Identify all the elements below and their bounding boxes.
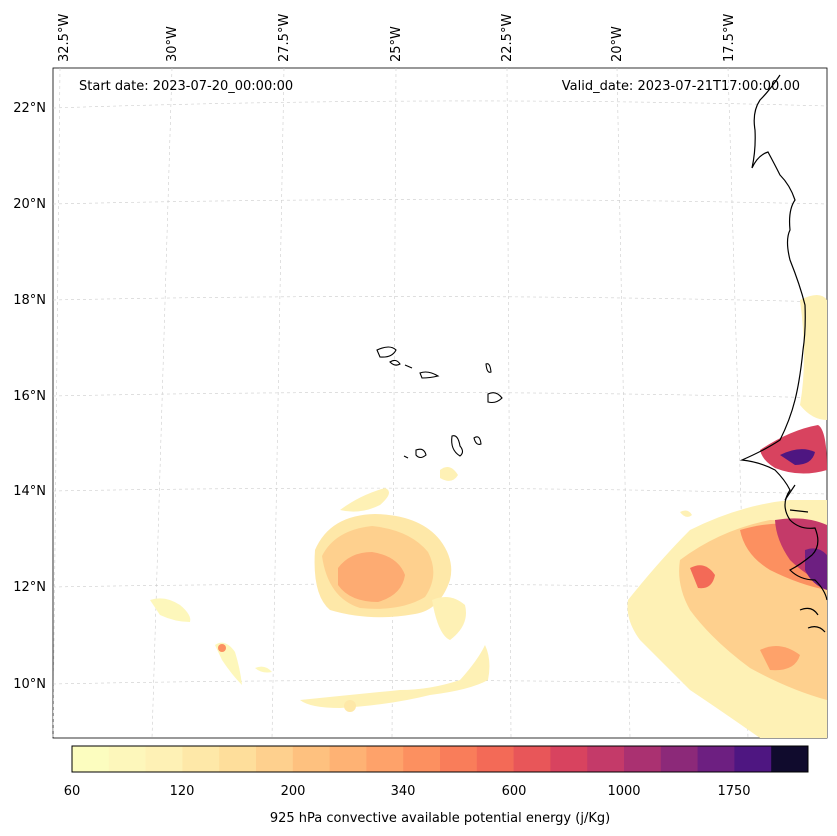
colorbar-border — [71, 745, 809, 773]
cape-blob-cv-south — [440, 466, 458, 481]
island-santiago — [451, 435, 464, 457]
gridline-lat-10 — [52, 680, 828, 687]
colorbar-swatch — [366, 746, 404, 772]
colorbar-swatch — [72, 746, 110, 772]
colorbar-swatch — [513, 746, 551, 772]
lat-tick: 14°N — [13, 484, 46, 499]
lon-tick-labels: 32.5°W 30°W 27.5°W 25°W 22.5°W 20°W 17.5… — [57, 14, 737, 62]
gridline-lon-30 — [151, 67, 173, 739]
cape-streak-small — [255, 666, 272, 673]
cape-streak-south — [300, 645, 490, 708]
cape-blob-central-north — [340, 488, 389, 512]
colorbar-swatch — [403, 746, 441, 772]
lat-tick-labels: 22°N 20°N 18°N 16°N 14°N 12°N 10°N — [13, 101, 46, 692]
lon-tick: 25°W — [389, 26, 404, 62]
colorbar-swatch — [329, 746, 367, 772]
island-sao-nicolau — [419, 371, 440, 379]
gridline-lon-27_5 — [271, 67, 285, 739]
colorbar-swatch — [219, 746, 257, 772]
valid-date-label: Valid_date: 2023-07-21T17:00:00.00 — [562, 79, 800, 94]
cape-spot-sw — [218, 644, 226, 652]
cape-senegal-outer — [760, 425, 827, 474]
colorbar-swatch — [550, 746, 588, 772]
cape-blob-central-south — [432, 596, 466, 640]
colorbar-swatch — [292, 746, 331, 772]
gridline-lon-25 — [391, 67, 397, 739]
cape-spot-e1 — [680, 510, 692, 517]
colorbar-swatch — [256, 746, 294, 772]
cape-streak-sw — [215, 642, 242, 685]
gridline-lon-22_5 — [506, 67, 512, 739]
cape-verde-islands — [376, 346, 503, 459]
colorbar-tick: 200 — [281, 784, 306, 799]
lon-tick: 32.5°W — [57, 14, 72, 62]
island-boa-vista — [487, 392, 503, 404]
colorbar-swatch — [771, 746, 809, 772]
gridline-lon-32_5 — [52, 67, 61, 739]
colorbar-swatch — [697, 746, 735, 772]
lat-tick: 18°N — [13, 293, 46, 308]
lat-tick: 12°N — [13, 580, 46, 595]
gridline-lat-22 — [52, 100, 828, 109]
island-fogo — [415, 448, 427, 459]
colorbar-tick: 600 — [502, 784, 527, 799]
colorbar-tick: 1000 — [607, 784, 640, 799]
island-sal — [485, 363, 492, 373]
gridline-lat-14 — [52, 487, 828, 495]
lat-tick: 20°N — [13, 197, 46, 212]
cape-east-peak — [805, 548, 827, 590]
lon-tick: 17.5°W — [722, 14, 737, 62]
coastline-bissagos — [799, 607, 826, 633]
gridline-lat-20 — [52, 199, 828, 205]
cape-streak-west — [150, 598, 191, 622]
lon-tick: 22.5°W — [500, 14, 515, 62]
colorbar-tick: 1750 — [717, 784, 750, 799]
cape-spot-south — [344, 700, 356, 712]
cape-east-south-spot — [760, 646, 800, 671]
cape-field — [150, 295, 827, 738]
lat-tick: 16°N — [13, 389, 46, 404]
lon-tick: 30°W — [165, 26, 180, 62]
gridline-lat-12 — [52, 583, 828, 591]
colorbar-swatch — [440, 746, 478, 772]
coastline — [739, 74, 828, 633]
colorbar-swatch — [734, 746, 772, 772]
colorbar-tick-labels: 60 120 200 340 600 1000 1750 — [64, 784, 751, 799]
map-panel — [52, 67, 828, 739]
gridline-lon-20 — [616, 67, 631, 739]
island-brava — [403, 455, 409, 459]
colorbar-swatch — [108, 746, 147, 772]
lat-tick: 22°N — [13, 101, 46, 116]
cape-north-strip — [800, 295, 827, 420]
colorbar-swatch — [476, 746, 515, 772]
colorbar — [71, 745, 809, 773]
island-santo-antao — [376, 346, 397, 358]
cape-senegal-peak — [780, 449, 815, 465]
lat-tick: 10°N — [13, 677, 46, 692]
coastline-west-africa — [739, 74, 828, 601]
colorbar-tick: 340 — [391, 784, 416, 799]
gridline-lat-16 — [52, 392, 828, 399]
colorbar-tick: 120 — [170, 784, 195, 799]
colorbar-label: 925 hPa convective available potential e… — [270, 811, 610, 826]
colorbar-swatch — [624, 746, 662, 772]
colorbar-swatch — [182, 746, 220, 772]
island-maio — [473, 436, 482, 445]
lon-tick: 27.5°W — [277, 14, 292, 62]
colorbar-swatch — [145, 746, 183, 772]
coastline-gambia — [784, 484, 809, 513]
gridline-lat-18 — [52, 296, 828, 303]
colorbar-swatch — [660, 746, 699, 772]
colorbar-tick: 60 — [64, 784, 81, 799]
cape-blob-central-core — [338, 552, 405, 602]
start-date-label: Start date: 2023-07-20_00:00:00 — [79, 79, 293, 94]
island-santa-luzia — [404, 364, 413, 369]
lon-tick: 20°W — [610, 26, 625, 62]
island-sao-vicente — [389, 359, 401, 366]
cape-east-spot-w — [690, 565, 715, 589]
colorbar-swatch — [587, 746, 625, 772]
